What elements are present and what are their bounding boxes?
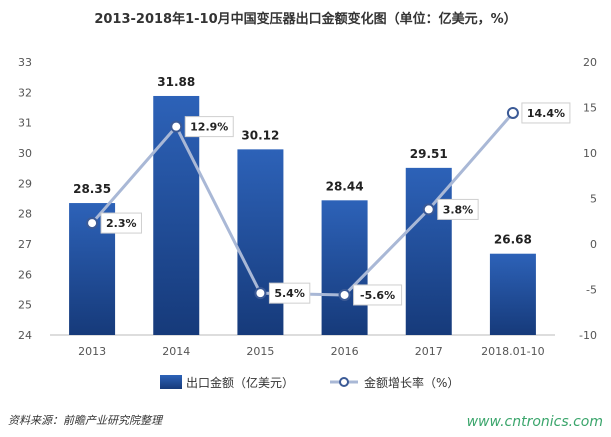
x-tick-label: 2016 bbox=[331, 345, 359, 358]
growth-rate-label: 5.4% bbox=[274, 287, 305, 300]
bar bbox=[237, 149, 284, 335]
x-tick-label: 2014 bbox=[162, 345, 190, 358]
growth-rate-label-box bbox=[268, 282, 311, 304]
growth-rate-label-box bbox=[184, 116, 234, 138]
growth-rate-point bbox=[506, 106, 519, 119]
x-tick-label: 2018.01-10 bbox=[481, 345, 544, 358]
bar-value-label: 31.88 bbox=[157, 75, 195, 89]
right-tick-label: 0 bbox=[590, 238, 597, 251]
bar bbox=[405, 167, 452, 335]
x-tick-label: 2017 bbox=[415, 345, 443, 358]
growth-rate-point bbox=[170, 120, 183, 133]
growth-rate-label: -5.6% bbox=[360, 289, 395, 302]
growth-rate-label: 2.3% bbox=[106, 217, 137, 230]
growth-rate-point bbox=[338, 288, 351, 301]
bar bbox=[489, 253, 536, 335]
legend-line-marker bbox=[339, 377, 349, 387]
x-tick-label: 2015 bbox=[246, 345, 274, 358]
left-tick-label: 29 bbox=[18, 177, 32, 190]
growth-rate-point bbox=[254, 287, 267, 300]
growth-rate-point bbox=[86, 217, 99, 230]
growth-rate-label: 3.8% bbox=[443, 203, 474, 216]
growth-rate-label-box bbox=[521, 102, 571, 124]
right-tick-label: 5 bbox=[590, 193, 597, 206]
watermark: www.cntronics.com bbox=[466, 414, 603, 430]
left-tick-label: 32 bbox=[18, 86, 32, 99]
bar-value-label: 26.68 bbox=[494, 233, 532, 247]
right-tick-label: -10 bbox=[579, 329, 597, 342]
left-tick-label: 28 bbox=[18, 208, 32, 221]
right-tick-label: -5 bbox=[586, 284, 597, 297]
bar-value-label: 29.51 bbox=[410, 147, 448, 161]
left-tick-label: 25 bbox=[18, 299, 32, 312]
source-note: 资料来源：前瞻产业研究院整理 bbox=[8, 414, 162, 427]
growth-rate-point bbox=[422, 203, 435, 216]
growth-rate-label-box bbox=[353, 284, 403, 306]
growth-rate-label: 14.4% bbox=[527, 107, 565, 120]
chart-title: 2013-2018年1-10月中国变压器出口金额变化图（单位：亿美元，%） bbox=[94, 12, 517, 27]
bar-value-label: 28.44 bbox=[326, 179, 364, 193]
bar-value-label: 28.35 bbox=[73, 182, 111, 196]
growth-rate-label-box bbox=[100, 212, 142, 234]
left-tick-label: 33 bbox=[18, 56, 32, 69]
right-tick-label: 20 bbox=[583, 56, 597, 69]
right-tick-label: 15 bbox=[583, 102, 597, 115]
left-tick-label: 31 bbox=[18, 117, 32, 130]
legend-line-label: 金额增长率（%） bbox=[364, 375, 459, 390]
left-tick-label: 26 bbox=[18, 268, 32, 281]
left-tick-label: 30 bbox=[18, 147, 32, 160]
legend-bar-label: 出口金额（亿美元） bbox=[186, 375, 294, 390]
growth-rate-label-box bbox=[437, 198, 479, 220]
growth-rate-label: 12.9% bbox=[190, 121, 228, 134]
left-tick-label: 27 bbox=[18, 238, 32, 251]
right-tick-label: 10 bbox=[583, 147, 597, 160]
bar bbox=[321, 200, 368, 335]
left-tick-label: 24 bbox=[18, 329, 32, 342]
bar-value-label: 30.12 bbox=[241, 128, 279, 142]
x-tick-label: 2013 bbox=[78, 345, 106, 358]
legend-bar-swatch bbox=[160, 375, 182, 389]
